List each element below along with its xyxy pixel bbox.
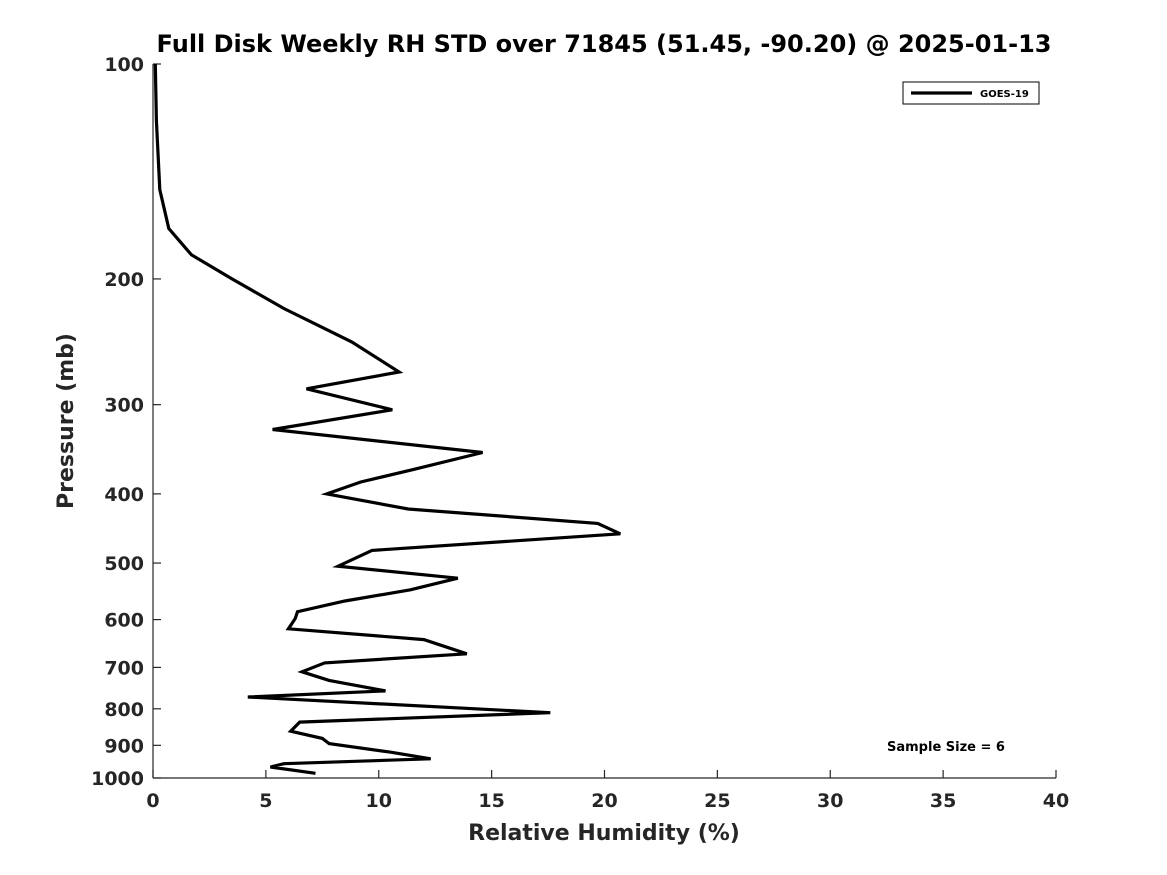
x-tick-label: 40 xyxy=(1043,790,1069,812)
legend-label-goes-19: GOES-19 xyxy=(980,89,1029,100)
y-tick-label: 300 xyxy=(104,395,144,417)
x-tick-label: 10 xyxy=(366,790,392,812)
series-line-goes-19 xyxy=(153,63,621,775)
y-axis-label: Pressure (mb) xyxy=(54,333,79,509)
x-tick-label: 15 xyxy=(478,790,504,812)
sample-size-annotation: Sample Size = 6 xyxy=(887,740,1005,755)
legend: GOES-19 xyxy=(902,81,1040,105)
y-tick-label: 400 xyxy=(104,484,144,506)
y-tick-label: 500 xyxy=(104,553,144,575)
y-tick-label: 800 xyxy=(104,699,144,721)
x-axis-ticks: 0 5 10 15 20 25 30 35 40 xyxy=(146,770,1069,812)
y-axis-ticks: 100 200 300 400 500 600 700 800 900 1000 xyxy=(91,54,161,790)
series-group xyxy=(153,63,621,775)
x-tick-label: 0 xyxy=(146,790,159,812)
y-tick-label: 700 xyxy=(104,657,144,679)
y-tick-label: 1000 xyxy=(91,768,144,790)
y-tick-label: 100 xyxy=(104,54,144,76)
y-tick-label: 200 xyxy=(104,269,144,291)
x-tick-label: 20 xyxy=(591,790,617,812)
chart-title: Full Disk Weekly RH STD over 71845 (51.4… xyxy=(157,30,1052,58)
x-tick-label: 25 xyxy=(704,790,730,812)
y-tick-label: 900 xyxy=(104,735,144,757)
x-axis-label: Relative Humidity (%) xyxy=(468,821,740,846)
x-tick-label: 5 xyxy=(259,790,272,812)
x-tick-label: 35 xyxy=(930,790,956,812)
y-tick-label: 600 xyxy=(104,610,144,632)
x-tick-label: 30 xyxy=(817,790,843,812)
axes xyxy=(152,64,1056,779)
